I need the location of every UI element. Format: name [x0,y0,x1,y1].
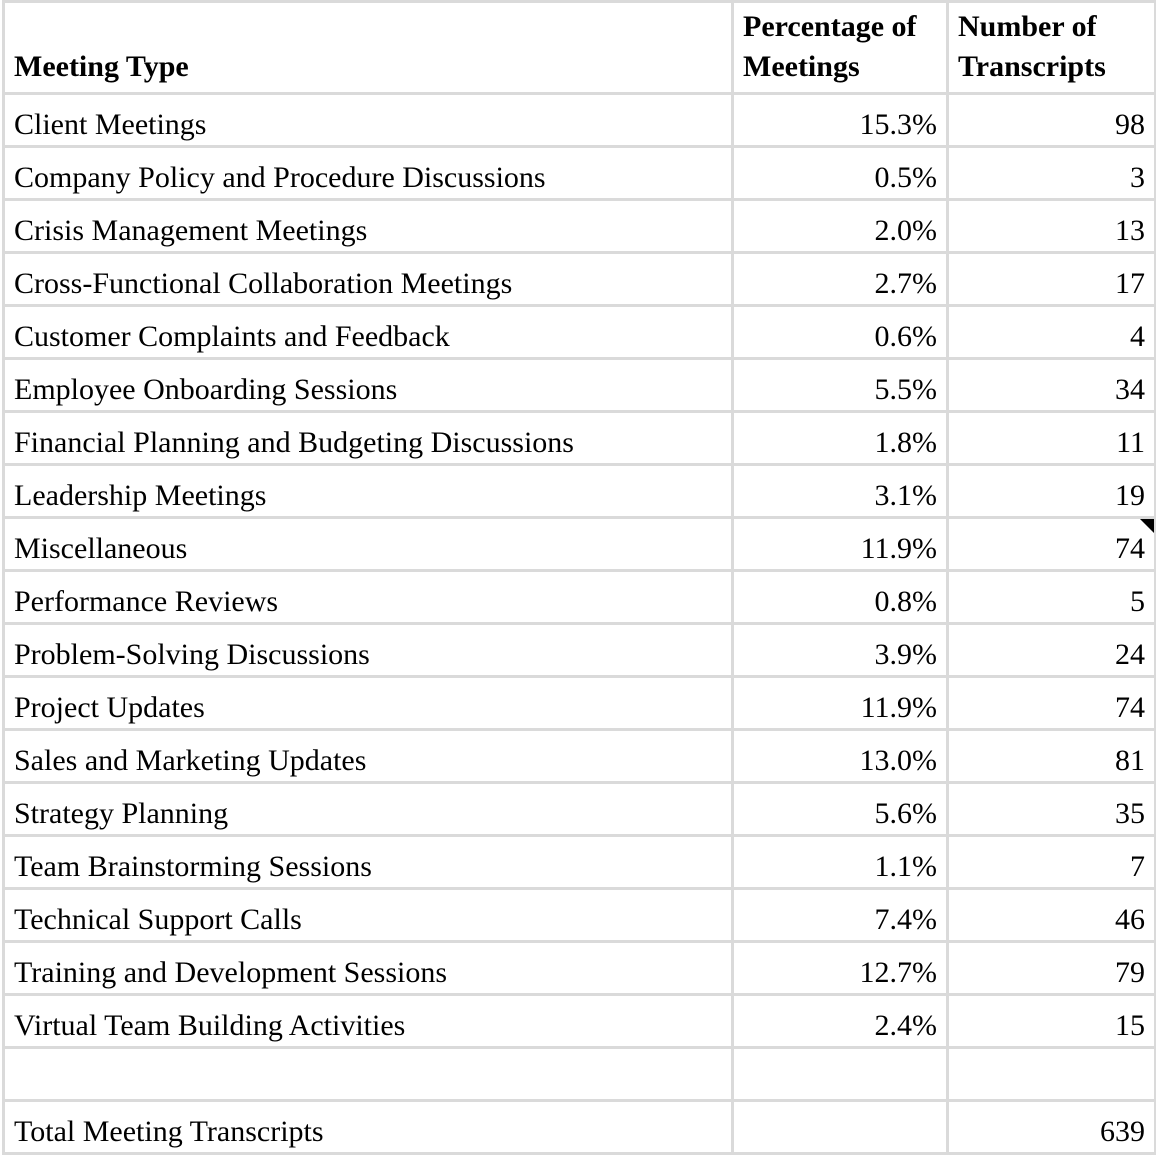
cell-percentage[interactable]: 13.0% [731,728,949,784]
cell-transcript-count[interactable] [946,1046,1156,1102]
header-meeting-type[interactable]: Meeting Type [2,0,734,95]
note-marker-icon[interactable] [1140,520,1153,533]
cell-meeting-type[interactable]: Project Updates [2,675,734,731]
cell-meeting-type[interactable]: Problem-Solving Discussions [2,622,734,678]
cell-percentage[interactable]: 3.1% [731,463,949,519]
table-row: Sales and Marketing Updates 13.0% 81 [2,728,1156,784]
header-row: Meeting Type Percentage of Meetings Numb… [2,0,1156,95]
table-row: Total Meeting Transcripts 639 [2,1099,1156,1155]
table-row: Leadership Meetings 3.1% 19 [2,463,1156,519]
cell-percentage[interactable]: 5.5% [731,357,949,413]
cell-transcript-count[interactable]: 15 [946,993,1156,1049]
cell-transcript-count[interactable]: 7 [946,834,1156,890]
cell-percentage[interactable] [731,1099,949,1155]
cell-transcript-count[interactable]: 17 [946,251,1156,307]
cell-meeting-type[interactable]: Technical Support Calls [2,887,734,943]
cell-transcript-count[interactable]: 34 [946,357,1156,413]
cell-percentage[interactable]: 1.8% [731,410,949,466]
cell-meeting-type[interactable]: Customer Complaints and Feedback [2,304,734,360]
table-row: Company Policy and Procedure Discussions… [2,145,1156,201]
table-row: Project Updates 11.9% 74 [2,675,1156,731]
table-body: Client Meetings 15.3% 98 Company Policy and… [2,92,1156,1155]
cell-percentage[interactable]: 0.6% [731,304,949,360]
cell-transcript-count[interactable]: 24 [946,622,1156,678]
table-row: Cross-Functional Collaboration Meetings 2… [2,251,1156,307]
cell-meeting-type[interactable]: Company Policy and Procedure Discussions [2,145,734,201]
table-row: Performance Reviews 0.8% 5 [2,569,1156,625]
table-row: Team Brainstorming Sessions 1.1% 7 [2,834,1156,890]
cell-meeting-type[interactable]: Financial Planning and Budgeting Discuss… [2,410,734,466]
cell-meeting-type[interactable]: Cross-Functional Collaboration Meetings [2,251,734,307]
table-row: Customer Complaints and Feedback 0.6% 4 [2,304,1156,360]
cell-transcript-count[interactable]: 13 [946,198,1156,254]
cell-meeting-type[interactable]: Strategy Planning [2,781,734,837]
cell-meeting-type[interactable]: Performance Reviews [2,569,734,625]
cell-meeting-type[interactable]: Training and Development Sessions [2,940,734,996]
cell-percentage[interactable]: 11.9% [731,675,949,731]
cell-percentage[interactable]: 12.7% [731,940,949,996]
cell-transcript-count[interactable]: 3 [946,145,1156,201]
cell-meeting-type[interactable]: Team Brainstorming Sessions [2,834,734,890]
cell-percentage[interactable]: 15.3% [731,92,949,148]
table-row: Strategy Planning 5.6% 35 [2,781,1156,837]
table-row: Technical Support Calls 7.4% 46 [2,887,1156,943]
table-row: Virtual Team Building Activities 2.4% 15 [2,993,1156,1049]
table-row: Employee Onboarding Sessions 5.5% 34 [2,357,1156,413]
cell-transcript-count[interactable]: 74 [946,675,1156,731]
cell-transcript-count[interactable]: 46 [946,887,1156,943]
cell-meeting-type[interactable]: Virtual Team Building Activities [2,993,734,1049]
cell-transcript-count[interactable]: 98 [946,92,1156,148]
cell-percentage[interactable] [731,1046,949,1102]
cell-meeting-type[interactable]: Miscellaneous [2,516,734,572]
cell-meeting-type[interactable]: Crisis Management Meetings [2,198,734,254]
cell-percentage[interactable]: 2.4% [731,993,949,1049]
table-row: Financial Planning and Budgeting Discuss… [2,410,1156,466]
cell-transcript-count[interactable]: 35 [946,781,1156,837]
cell-transcript-count[interactable]: 81 [946,728,1156,784]
cell-percentage[interactable]: 5.6% [731,781,949,837]
cell-transcript-count[interactable]: 19 [946,463,1156,519]
table-row: Problem-Solving Discussions 3.9% 24 [2,622,1156,678]
cell-percentage[interactable]: 0.5% [731,145,949,201]
table-row: Crisis Management Meetings 2.0% 13 [2,198,1156,254]
cell-transcript-count[interactable]: 4 [946,304,1156,360]
table-row: Miscellaneous 11.9% 74 [2,516,1156,572]
cell-percentage[interactable]: 7.4% [731,887,949,943]
cell-meeting-type[interactable]: Employee Onboarding Sessions [2,357,734,413]
cell-meeting-type[interactable]: Client Meetings [2,92,734,148]
cell-meeting-type[interactable]: Leadership Meetings [2,463,734,519]
cell-transcript-count[interactable]: 639 [946,1099,1156,1155]
header-number-of-transcripts[interactable]: Number of Transcripts [946,0,1156,95]
table-row [2,1046,1156,1102]
cell-percentage[interactable]: 0.8% [731,569,949,625]
cell-percentage[interactable]: 3.9% [731,622,949,678]
cell-percentage[interactable]: 2.7% [731,251,949,307]
cell-percentage[interactable]: 2.0% [731,198,949,254]
table-row: Training and Development Sessions 12.7% 79 [2,940,1156,996]
cell-transcript-count[interactable]: 11 [946,410,1156,466]
table-row: Client Meetings 15.3% 98 [2,92,1156,148]
cell-transcript-count[interactable]: 5 [946,569,1156,625]
cell-percentage[interactable]: 1.1% [731,834,949,890]
cell-meeting-type[interactable]: Total Meeting Transcripts [2,1099,734,1155]
header-percentage-of-meetings[interactable]: Percentage of Meetings [731,0,949,95]
cell-transcript-count[interactable]: 79 [946,940,1156,996]
cell-meeting-type[interactable] [2,1046,734,1102]
cell-transcript-count[interactable]: 74 [946,516,1156,572]
cell-percentage[interactable]: 11.9% [731,516,949,572]
cell-meeting-type[interactable]: Sales and Marketing Updates [2,728,734,784]
